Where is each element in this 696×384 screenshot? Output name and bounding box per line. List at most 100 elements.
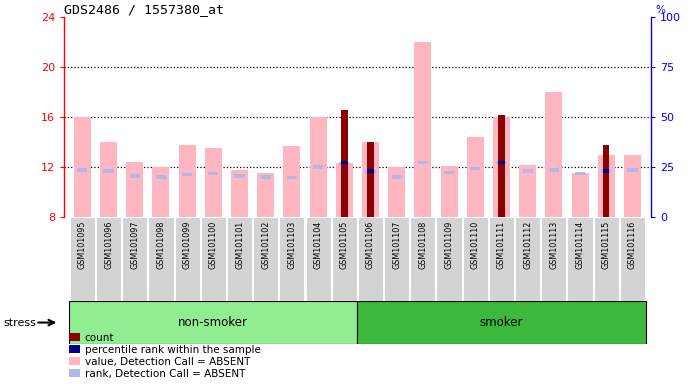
Bar	[279, 217, 304, 301]
Bar	[444, 171, 454, 174]
Text: GSM101096: GSM101096	[104, 220, 113, 269]
Text: GSM101097: GSM101097	[130, 220, 139, 269]
Text: GSM101107: GSM101107	[392, 220, 401, 269]
Bar	[519, 165, 536, 217]
Bar	[74, 117, 91, 217]
Text: smoker: smoker	[480, 316, 523, 329]
Text: GDS2486 / 1557380_at: GDS2486 / 1557380_at	[64, 3, 224, 16]
Bar	[179, 145, 196, 217]
Bar	[175, 217, 200, 301]
Text: GSM101098: GSM101098	[157, 220, 166, 269]
Bar	[96, 217, 121, 301]
Bar	[310, 117, 326, 217]
Bar	[523, 169, 532, 172]
Bar	[384, 217, 409, 301]
Bar	[332, 217, 357, 301]
Bar	[598, 155, 615, 217]
Legend: count, percentile rank within the sample, value, Detection Call = ABSENT, rank, : count, percentile rank within the sample…	[69, 333, 261, 379]
Bar	[126, 162, 143, 217]
Bar	[367, 142, 374, 217]
Bar	[260, 175, 271, 179]
Bar	[358, 217, 383, 301]
Bar	[548, 169, 559, 172]
Text: GSM101115: GSM101115	[602, 220, 610, 269]
Text: non-smoker: non-smoker	[178, 316, 248, 329]
Bar	[148, 217, 173, 301]
Bar	[541, 217, 567, 301]
Text: GSM101095: GSM101095	[78, 220, 87, 269]
Bar	[627, 169, 638, 172]
Text: GSM101112: GSM101112	[523, 220, 532, 269]
Bar	[493, 117, 510, 217]
Bar	[620, 217, 645, 301]
Bar	[306, 217, 331, 301]
Bar	[571, 173, 589, 217]
Text: GSM101108: GSM101108	[418, 220, 427, 268]
Bar	[470, 167, 480, 170]
Bar	[358, 301, 645, 344]
Bar	[70, 301, 358, 344]
Bar	[258, 173, 274, 217]
Bar	[489, 217, 514, 301]
Bar	[515, 217, 540, 301]
Bar	[70, 217, 95, 301]
Bar	[200, 217, 226, 301]
Bar	[77, 169, 88, 172]
Text: GSM101111: GSM101111	[497, 220, 506, 268]
Bar	[341, 110, 347, 217]
Bar	[253, 217, 278, 301]
Bar	[601, 169, 611, 172]
Bar	[392, 175, 402, 179]
Text: %: %	[655, 5, 665, 15]
Text: GSM101101: GSM101101	[235, 220, 244, 268]
Bar	[231, 170, 248, 217]
Bar	[603, 145, 610, 217]
Bar	[498, 115, 505, 217]
Bar	[100, 142, 117, 217]
Text: GSM101116: GSM101116	[628, 220, 637, 268]
Bar	[287, 176, 297, 179]
Bar	[156, 175, 166, 179]
Bar	[388, 167, 405, 217]
Bar	[367, 169, 374, 172]
Text: GSM101102: GSM101102	[261, 220, 270, 269]
Bar	[441, 166, 457, 217]
Bar	[129, 174, 140, 177]
Bar	[546, 92, 562, 217]
Bar	[362, 142, 379, 217]
Bar	[182, 173, 192, 176]
Bar	[594, 217, 619, 301]
Bar	[498, 161, 505, 164]
Bar	[365, 170, 376, 174]
Bar	[624, 155, 641, 217]
Bar	[339, 162, 349, 165]
Bar	[341, 161, 347, 164]
Bar	[313, 165, 323, 169]
Bar	[414, 42, 432, 217]
Text: GSM101103: GSM101103	[287, 220, 296, 268]
Text: GSM101105: GSM101105	[340, 220, 349, 269]
Text: GSM101100: GSM101100	[209, 220, 218, 268]
Bar	[205, 148, 222, 217]
Text: GSM101114: GSM101114	[576, 220, 585, 268]
Bar	[208, 172, 219, 175]
Bar	[227, 217, 252, 301]
Bar	[467, 137, 484, 217]
Text: GSM101099: GSM101099	[182, 220, 191, 269]
Text: GSM101110: GSM101110	[470, 220, 480, 268]
Bar	[122, 217, 148, 301]
Bar	[603, 169, 610, 172]
Text: GSM101106: GSM101106	[366, 220, 375, 268]
Bar	[496, 161, 507, 164]
Bar	[104, 169, 113, 172]
Bar	[463, 217, 488, 301]
Bar	[335, 163, 353, 217]
Text: GSM101104: GSM101104	[314, 220, 323, 268]
Text: GSM101109: GSM101109	[445, 220, 454, 269]
Bar	[567, 217, 592, 301]
Text: stress: stress	[3, 318, 36, 328]
Bar	[418, 161, 428, 164]
Bar	[575, 172, 585, 175]
Text: GSM101113: GSM101113	[549, 220, 558, 268]
Bar	[283, 146, 301, 217]
